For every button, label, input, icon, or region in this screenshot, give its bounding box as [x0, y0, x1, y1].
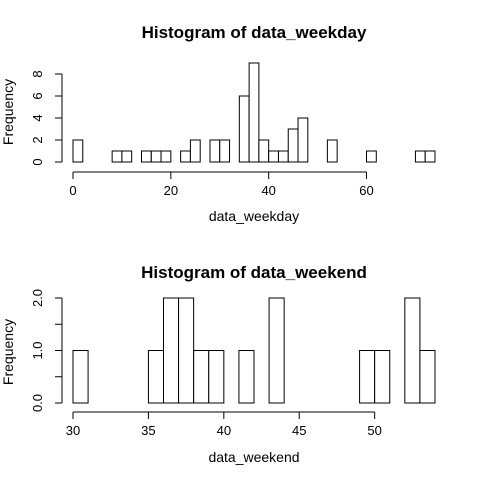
histogram-bar [72, 350, 89, 404]
histogram-bar [178, 297, 195, 404]
histogram-bar [219, 139, 231, 163]
histogram-bar [268, 150, 279, 163]
histogram-bar [248, 62, 260, 163]
bars [72, 297, 436, 404]
y-tick-label: 4 [30, 114, 45, 121]
histogram-bar [193, 350, 210, 404]
x-axis-label: data_weekend [208, 449, 299, 465]
histogram-bar [208, 350, 225, 404]
y-tick-label: 2 [30, 136, 45, 143]
y-axis-label: Frequency [0, 319, 16, 385]
histogram-bar [72, 139, 84, 163]
y-axis-label: Frequency [0, 79, 16, 145]
histogram-bar [287, 128, 299, 163]
histogram-bar [209, 139, 221, 163]
y-tick-label: 2.0 [30, 289, 45, 307]
histogram-bar [163, 297, 180, 404]
y-axis: 0 2 4 6 8 [30, 70, 63, 166]
histogram-bar [189, 139, 201, 163]
x-axis: 30 35 40 45 50 [66, 411, 382, 438]
x-axis-label: data_weekday [209, 208, 299, 224]
x-tick-label: 30 [66, 423, 80, 438]
histogram-bar [160, 150, 172, 163]
histogram-bar [359, 350, 376, 404]
histogram-bar [238, 95, 250, 163]
histogram-bar [414, 150, 426, 163]
histogram-panel-weekend: Histogram of data_weekend data_weekend F… [0, 263, 436, 465]
histogram-bar [258, 139, 270, 163]
histogram-bar [268, 297, 285, 404]
histogram-bar [180, 150, 191, 163]
histogram-bar [374, 350, 391, 404]
y-tick-label: 1.0 [30, 341, 45, 359]
histogram-bar [147, 350, 164, 404]
histogram-bar [277, 150, 289, 163]
histogram-bar [404, 297, 421, 404]
x-tick-label: 50 [367, 423, 381, 438]
chart-title: Histogram of data_weekend [141, 263, 367, 282]
histogram-panel-weekday: Histogram of data_weekday data_weekday F… [0, 23, 436, 224]
histogram-bar [111, 150, 123, 163]
x-tick-label: 0 [69, 183, 76, 198]
histogram-bar [121, 150, 133, 163]
x-tick-label: 60 [359, 183, 373, 198]
histogram-bar [140, 150, 152, 163]
chart-title: Histogram of data_weekday [142, 23, 367, 42]
y-axis: 0.0 1.0 2.0 [30, 289, 63, 412]
x-tick-label: 40 [261, 183, 275, 198]
y-tick-label: 0.0 [30, 394, 45, 412]
x-tick-label: 35 [141, 423, 155, 438]
histogram-bar [238, 350, 255, 404]
y-tick-label: 0 [30, 158, 45, 165]
x-tick-label: 20 [164, 183, 178, 198]
x-tick-label: 45 [292, 423, 306, 438]
y-tick-label: 6 [30, 92, 45, 99]
histogram-bar [419, 350, 436, 404]
x-axis: 0 20 40 60 [69, 171, 374, 198]
histogram-bar [150, 150, 162, 163]
histogram-bar [326, 139, 338, 163]
bars [72, 62, 436, 163]
histogram-bar [297, 117, 309, 163]
histogram-bar [424, 150, 436, 163]
y-tick-label: 8 [30, 70, 45, 77]
histogram-bar [366, 150, 377, 163]
x-tick-label: 40 [217, 423, 231, 438]
